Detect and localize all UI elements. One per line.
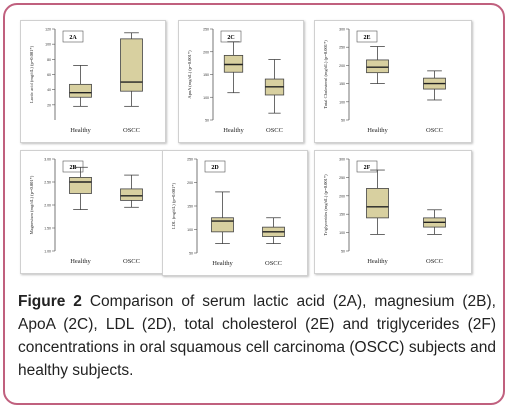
y-tick-label: 200 (339, 64, 345, 68)
y-tick-label: 150 (187, 205, 193, 209)
boxplot-2B: 1.00 1.50 2.00 2.50 3.00 Magnesium (mg/dL) (p… (29, 158, 143, 265)
box-iqr (120, 188, 143, 201)
y-tick-label: 50 (341, 119, 345, 123)
y-tick-label: 2.50 (44, 181, 51, 185)
boxplot-2F: 50 100 150 200 250 300 Triglycerides (mg/dL) (… (323, 158, 446, 265)
panel-label: 2C (227, 35, 234, 41)
y-tick-label: 100 (187, 228, 193, 232)
category-label: Healthy (223, 127, 244, 134)
boxplot-2A: 20 40 60 80 100 120 Lactic acid (mg/dL) (p=0.0… (29, 28, 143, 134)
y-tick-label: 250 (339, 176, 345, 180)
y-axis-label: LDL (mg/dL) (p=0.001*) (171, 183, 176, 229)
y-tick-label: 40 (47, 88, 51, 92)
figure-caption: Figure 2 Comparison of serum lactic acid… (18, 290, 496, 382)
boxplot-2D: 50 100 150 200 250 LDL (mg/dL) (p=0.001*) 2D He… (171, 158, 285, 267)
y-tick-label: 150 (339, 82, 345, 86)
y-axis-label: Total Cholesterol (mg/dL) (p=0.001*) (323, 40, 328, 109)
box-iqr (120, 38, 143, 92)
panel-2d: 50 100 150 200 250 LDL (mg/dL) (p=0.001*) 2D He… (162, 150, 308, 276)
category-label: Healthy (367, 127, 388, 134)
y-tick-label: 300 (339, 28, 345, 32)
y-tick-label: 150 (339, 213, 345, 217)
y-axis-label: Magnesium (mg/dL) (p=0.001*) (29, 175, 34, 234)
y-tick-label: 50 (205, 119, 209, 123)
boxplot-2E: 50 100 150 200 250 300 Total Cholesterol (mg/d… (323, 28, 446, 134)
y-tick-label: 100 (339, 100, 345, 104)
y-tick-label: 300 (339, 158, 345, 162)
box-healthy (366, 169, 389, 235)
y-tick-label: 20 (47, 103, 51, 107)
box-iqr (366, 59, 389, 74)
caption-text: Comparison of serum lactic acid (2A), ma… (18, 293, 496, 379)
box-healthy (211, 191, 234, 244)
y-tick-label: 3.00 (44, 158, 51, 162)
y-tick-label: 1.50 (44, 227, 51, 231)
y-tick-label: 200 (339, 194, 345, 198)
panel-2c: 50 100 150 200 250 ApoA (mg/dL) (p=0.001*) 2C H… (178, 20, 304, 143)
box-oscc (262, 217, 285, 244)
box-oscc (423, 209, 446, 235)
panel-2a: 20 40 60 80 100 120 Lactic acid (mg/dL) (p=0.0… (20, 20, 166, 143)
y-tick-label: 120 (45, 28, 51, 32)
box-oscc (120, 32, 143, 107)
y-tick-label: 50 (189, 252, 193, 256)
y-axis-label: ApoA (mg/dL) (p=0.001*) (187, 50, 192, 99)
caption-label: Figure 2 (18, 293, 82, 310)
category-label: OSCC (123, 127, 140, 134)
boxplot-2C: 50 100 150 200 250 ApoA (mg/dL) (p=0.001*) 2C H… (187, 28, 285, 134)
box-iqr (69, 83, 92, 98)
box-iqr (211, 217, 234, 233)
panel-label: 2D (211, 165, 219, 171)
y-tick-label: 250 (203, 28, 209, 32)
category-label: OSCC (426, 258, 443, 265)
category-label: Healthy (70, 258, 91, 265)
y-tick-label: 100 (45, 43, 51, 47)
y-tick-label: 1.00 (44, 250, 51, 254)
panel-label: 2A (69, 35, 77, 41)
box-iqr (69, 176, 92, 194)
category-label: Healthy (212, 260, 233, 267)
y-tick-label: 60 (47, 73, 51, 77)
category-label: OSCC (266, 127, 283, 134)
panel-label: 2E (363, 35, 370, 41)
y-tick-label: 100 (339, 231, 345, 235)
y-tick-label: 50 (341, 250, 345, 254)
box-iqr (366, 188, 389, 219)
category-label: OSCC (426, 127, 443, 134)
panel-2f: 50 100 150 200 250 300 Triglycerides (mg/dL) (… (314, 150, 472, 274)
y-tick-label: 150 (203, 73, 209, 77)
panel-label-box (356, 160, 378, 173)
panel-label-box (62, 160, 84, 173)
category-label: Healthy (367, 258, 388, 265)
box-healthy (69, 65, 92, 107)
y-tick-label: 200 (187, 181, 193, 185)
box-healthy (69, 166, 92, 210)
figure-frame (3, 3, 505, 405)
y-axis-label: Triglycerides (mg/dL) (p=0.001*) (323, 174, 328, 236)
box-oscc (423, 70, 446, 101)
panel-label-box (204, 160, 226, 173)
box-oscc (264, 59, 285, 114)
panel-2e: 50 100 150 200 250 300 Total Cholesterol (mg/d… (314, 20, 472, 143)
y-tick-label: 2.00 (44, 204, 51, 208)
y-tick-label: 250 (187, 158, 193, 162)
panel-label: 2F (364, 165, 371, 171)
box-healthy (366, 46, 389, 84)
box-healthy (223, 41, 244, 94)
category-label: Healthy (70, 127, 91, 134)
y-tick-label: 200 (203, 50, 209, 54)
box-oscc (120, 174, 143, 208)
panel-label: 2B (69, 165, 76, 171)
y-tick-label: 80 (47, 58, 51, 62)
panel-label-box (62, 30, 84, 43)
category-label: OSCC (265, 260, 282, 267)
category-label: OSCC (123, 258, 140, 265)
y-tick-label: 100 (203, 96, 209, 100)
y-tick-label: 250 (339, 46, 345, 50)
y-axis-label: Lactic acid (mg/dL) (p=0.001*) (29, 45, 34, 103)
panel-2b: 1.00 1.50 2.00 2.50 3.00 Magnesium (mg/dL) (p… (20, 150, 166, 274)
panel-label-box (356, 30, 378, 43)
